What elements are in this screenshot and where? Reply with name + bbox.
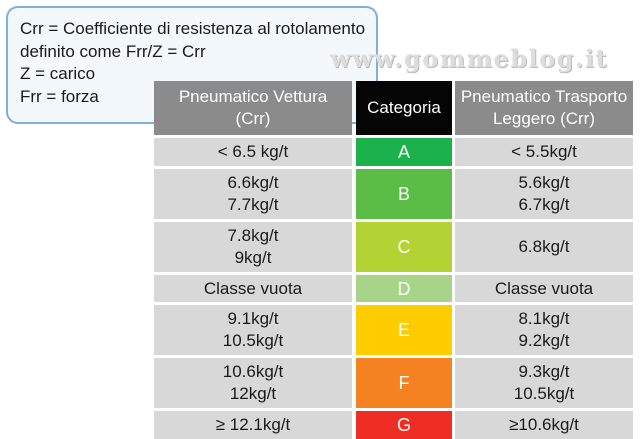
value-line: 10.5kg/t <box>222 331 284 350</box>
grade-label: D <box>397 278 411 299</box>
header-category: Categoria <box>356 81 452 135</box>
light-truck-value-cell: 8.1kg/t 9.2kg/t <box>455 305 633 355</box>
passenger-value-cell: 7.8kg/t 9kg/t <box>154 222 352 272</box>
column-light-truck-tyre: Pneumatico Trasporto Leggero (Crr) < 5.5… <box>455 81 633 439</box>
value-line: ≥ 12.1kg/t <box>215 415 291 434</box>
header-line: Categoria <box>367 98 441 117</box>
passenger-value-cell: 9.1kg/t 10.5kg/t <box>154 305 352 355</box>
header-light-truck-tyre: Pneumatico Trasporto Leggero (Crr) <box>455 81 633 135</box>
legend-line: Z = carico <box>20 64 96 83</box>
grade-label: C <box>397 237 411 257</box>
value-line: 9.3kg/t <box>518 362 570 381</box>
grade-cell-e: E <box>356 305 452 355</box>
value-line: 9.1kg/t <box>227 309 279 328</box>
value-line: 6.6kg/t <box>227 173 279 192</box>
grade-label: B <box>397 184 410 204</box>
value-line: < 6.5 kg/t <box>217 142 289 161</box>
value-line: Classe vuota <box>494 278 594 298</box>
header-line: Leggero (Crr) <box>492 109 596 128</box>
column-passenger-tyre: Pneumatico Vettura (Crr) < 6.5 kg/t 6.6kg… <box>154 81 352 439</box>
value-line: < 5.5kg/t <box>511 142 577 161</box>
value-line: 5.6kg/t <box>518 173 570 192</box>
grade-label: G <box>396 415 411 435</box>
grade-cell-a: A <box>356 138 452 166</box>
passenger-value-cell: ≥ 12.1kg/t <box>154 411 352 439</box>
header-line: (Crr) <box>235 109 271 128</box>
light-truck-value-cell: Classe vuota <box>455 275 633 302</box>
passenger-value-cell: Classe vuota <box>154 275 352 302</box>
grade-cell-d: D <box>356 275 452 302</box>
watermark: www.gommeblog.it <box>330 44 609 73</box>
header-line: Pneumatico Trasporto <box>460 87 628 106</box>
value-line: ≥10.6kg/t <box>509 415 579 434</box>
passenger-value-cell: 6.6kg/t 7.7kg/t <box>154 169 352 219</box>
light-truck-value-cell: 9.3kg/t 10.5kg/t <box>455 358 633 408</box>
grade-label: A <box>397 142 410 162</box>
legend-line: Frr = forza <box>20 86 99 106</box>
light-truck-value-cell: 5.6kg/t 6.7kg/t <box>455 169 633 219</box>
grade-label: F <box>398 373 410 393</box>
light-truck-value-cell: ≥10.6kg/t <box>455 411 633 439</box>
grade-cell-f: F <box>356 358 452 408</box>
value-line: 10.5kg/t <box>513 384 575 403</box>
value-line: 9kg/t <box>234 248 272 267</box>
legend-line: definito come Frr/Z = Crr <box>20 41 206 61</box>
grade-cell-b: B <box>356 169 452 219</box>
header-line: Pneumatico Vettura <box>178 87 328 106</box>
passenger-value-cell: < 6.5 kg/t <box>154 138 352 166</box>
passenger-value-cell: 10.6kg/t 12kg/t <box>154 358 352 408</box>
value-line: 10.6kg/t <box>222 362 284 381</box>
legend-line: Crr = Coefficiente di resistenza al roto… <box>20 19 366 38</box>
column-category: Categoria A B C D E F G <box>356 81 452 439</box>
value-line: 6.8kg/t <box>518 237 570 256</box>
light-truck-value-cell: < 5.5kg/t <box>455 138 633 166</box>
value-line: 6.7kg/t <box>518 195 570 214</box>
value-line: Classe vuota <box>203 278 303 298</box>
grade-label: E <box>397 320 410 340</box>
value-line: 7.8kg/t <box>227 226 279 245</box>
grade-cell-g: G <box>356 411 452 439</box>
value-line: 9.2kg/t <box>518 331 570 350</box>
value-line: 8.1kg/t <box>518 309 570 328</box>
value-line: 12kg/t <box>229 384 277 403</box>
value-line: 7.7kg/t <box>227 195 279 214</box>
light-truck-value-cell: 6.8kg/t <box>455 222 633 272</box>
header-passenger-tyre: Pneumatico Vettura (Crr) <box>154 81 352 135</box>
grade-cell-c: C <box>356 222 452 272</box>
